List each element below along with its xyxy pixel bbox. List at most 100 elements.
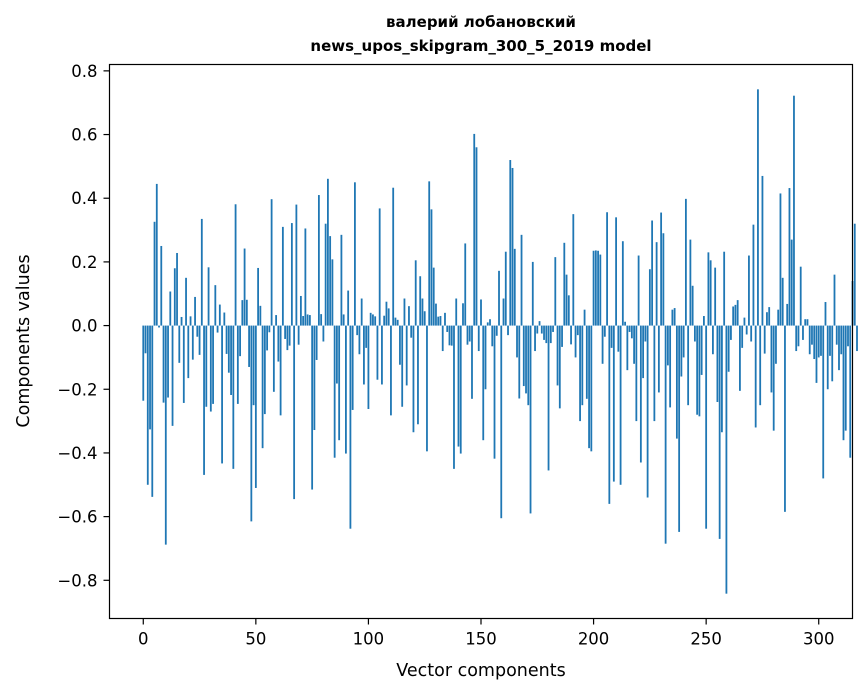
bar xyxy=(351,325,354,410)
bar xyxy=(158,325,160,328)
bar xyxy=(732,306,735,326)
y-tick-label: 0.6 xyxy=(71,126,97,145)
bar xyxy=(221,325,223,464)
y-tick-label: 0.8 xyxy=(71,62,97,81)
bar xyxy=(218,304,221,326)
bar xyxy=(639,325,642,463)
bar xyxy=(642,325,645,379)
bar xyxy=(495,325,498,336)
bar xyxy=(336,325,338,384)
bar xyxy=(565,274,568,326)
bar xyxy=(250,325,253,522)
bar xyxy=(327,178,329,326)
x-tick-label: 100 xyxy=(353,630,385,649)
bar xyxy=(225,325,228,354)
bar xyxy=(680,325,683,377)
bar xyxy=(540,325,543,334)
bar xyxy=(770,325,773,393)
bar xyxy=(572,214,575,326)
bar xyxy=(223,312,226,326)
bar xyxy=(338,325,341,441)
bar xyxy=(752,224,755,326)
bar xyxy=(311,325,314,490)
bar xyxy=(207,267,210,326)
bar xyxy=(840,325,843,355)
bar xyxy=(549,325,552,344)
bar xyxy=(671,309,674,326)
bar xyxy=(200,218,203,326)
bar xyxy=(520,234,523,326)
bar xyxy=(279,325,282,416)
bar xyxy=(457,325,460,447)
bar xyxy=(675,325,678,439)
bar xyxy=(491,325,494,347)
bar xyxy=(236,325,239,404)
y-tick-label: −0.2 xyxy=(57,380,97,399)
bar xyxy=(394,317,397,326)
bar xyxy=(281,226,284,326)
bar xyxy=(453,325,455,469)
bar xyxy=(203,325,205,475)
plot-frame xyxy=(108,63,854,620)
bar xyxy=(849,325,852,458)
bar xyxy=(610,325,613,348)
bar xyxy=(664,325,667,544)
bar xyxy=(748,255,750,326)
bar xyxy=(317,195,320,326)
bar xyxy=(349,325,352,529)
bar xyxy=(444,312,446,326)
bar xyxy=(171,325,174,426)
bar xyxy=(428,181,431,326)
bar xyxy=(194,296,196,326)
bar xyxy=(216,325,219,333)
bar xyxy=(838,325,840,371)
bar xyxy=(660,212,663,326)
bar xyxy=(847,325,849,347)
bar xyxy=(811,325,813,345)
bar xyxy=(252,325,255,406)
bar xyxy=(705,325,708,529)
bar xyxy=(590,325,593,452)
bar xyxy=(662,233,665,326)
bar xyxy=(480,299,482,326)
bar xyxy=(426,325,428,452)
bar xyxy=(390,325,392,416)
bar xyxy=(754,325,757,428)
x-tick-label: 250 xyxy=(690,630,722,649)
bar xyxy=(421,298,424,326)
bar xyxy=(606,212,608,326)
bar xyxy=(603,325,606,337)
bar xyxy=(822,325,825,479)
bar xyxy=(392,187,395,326)
y-tick-label: 0.4 xyxy=(71,189,97,208)
bar xyxy=(826,325,829,390)
bar xyxy=(484,325,487,390)
bar xyxy=(230,325,232,395)
bar xyxy=(383,315,386,326)
bar xyxy=(363,325,365,385)
bar xyxy=(561,325,563,347)
bar xyxy=(637,255,640,326)
bar xyxy=(257,267,259,326)
bar xyxy=(405,325,408,386)
bar xyxy=(734,304,737,326)
bar xyxy=(853,223,856,326)
bar xyxy=(772,325,775,431)
bar xyxy=(284,325,287,339)
bar xyxy=(302,316,305,326)
bar xyxy=(621,241,624,326)
bar xyxy=(477,325,480,352)
bar xyxy=(160,245,163,326)
bar xyxy=(601,325,604,364)
bar xyxy=(689,239,692,326)
x-tick-label: 50 xyxy=(245,630,266,649)
bar xyxy=(788,188,791,326)
bar xyxy=(795,325,798,352)
bar xyxy=(556,325,559,386)
bar xyxy=(306,314,309,326)
bar xyxy=(802,325,804,340)
bar xyxy=(432,267,435,326)
bar xyxy=(579,325,581,422)
bar xyxy=(162,325,165,403)
bar xyxy=(408,306,410,326)
